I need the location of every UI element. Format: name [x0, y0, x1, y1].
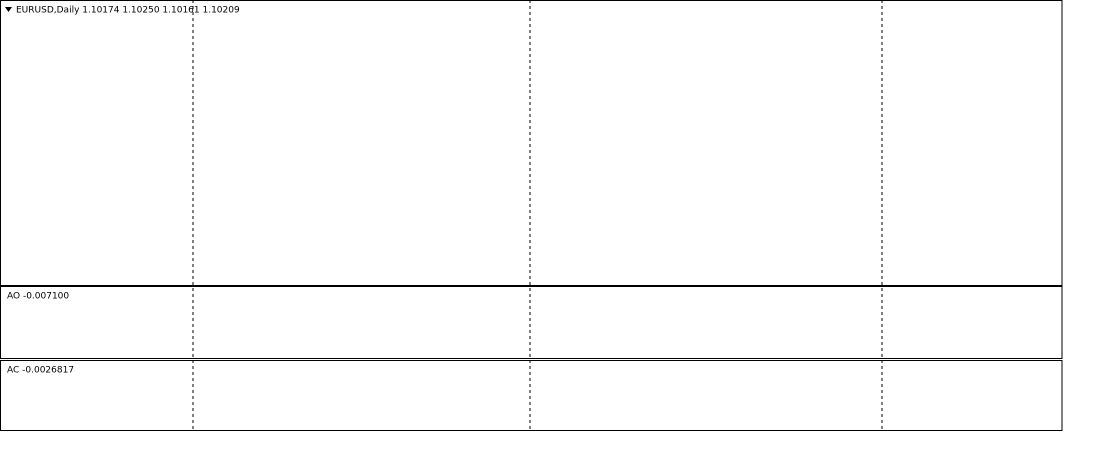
ao-title: AO -0.007100 — [7, 292, 69, 302]
chart-title: EURUSD,Daily 1.10174 1.10250 1.10161 1.1… — [16, 6, 240, 16]
ao-panel-frame — [0, 286, 1063, 359]
price-panel-frame — [0, 0, 1063, 286]
menu-triangle[interactable] — [5, 7, 12, 12]
ac-title: AC -0.0026817 — [7, 366, 74, 376]
ac-panel-frame — [0, 360, 1063, 431]
